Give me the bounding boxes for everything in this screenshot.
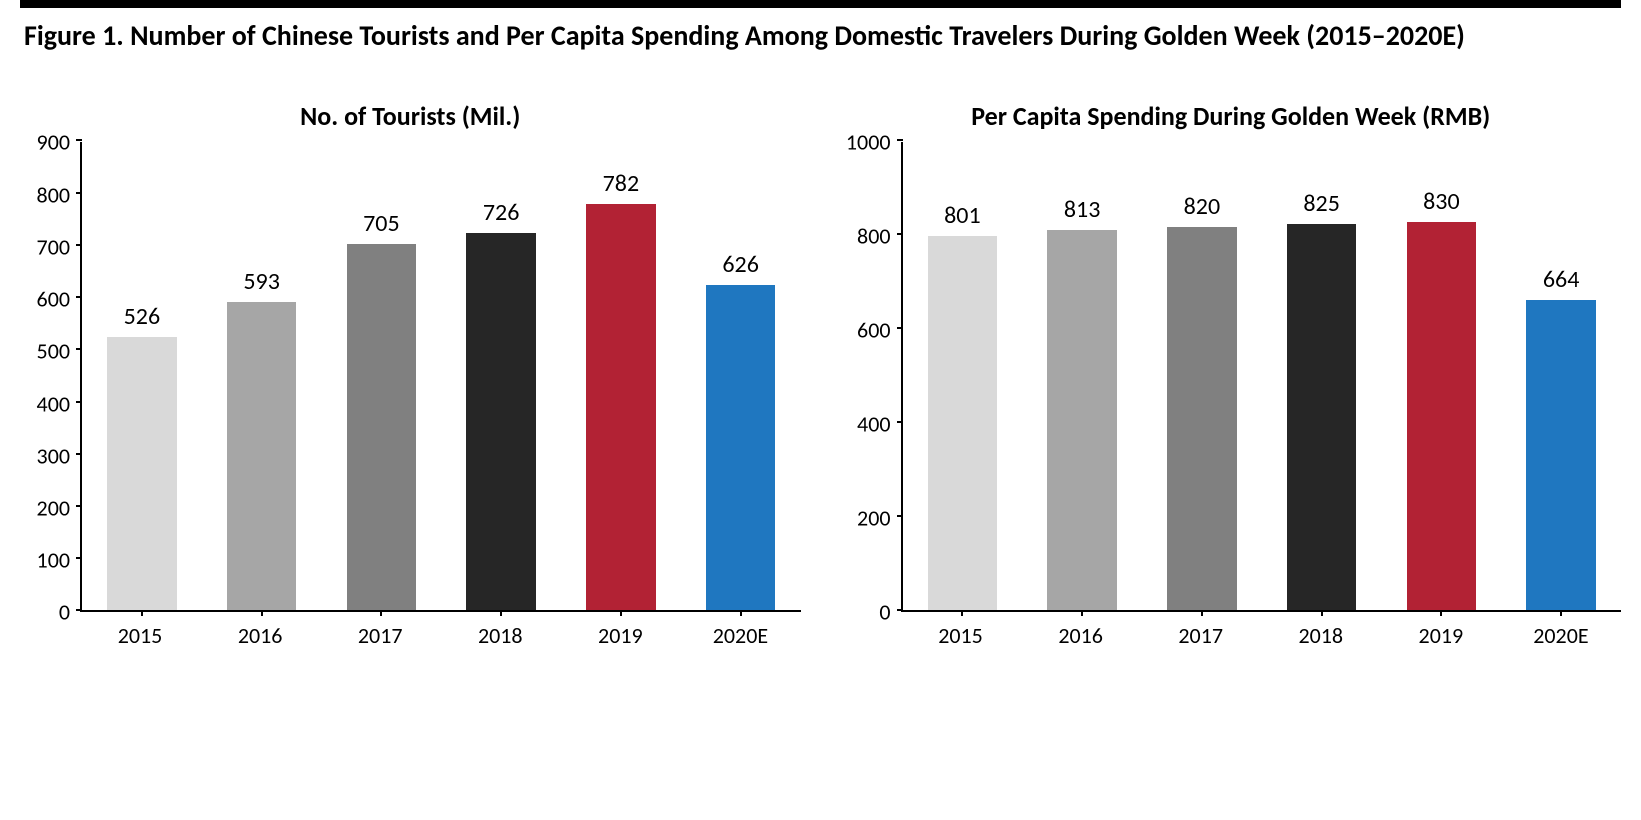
x-tick-mark xyxy=(1321,610,1323,616)
bar-slot: 593 xyxy=(202,142,322,610)
x-tick-marks-tourists xyxy=(82,610,801,616)
x-axis-spending: 201520162017201820192020E xyxy=(901,612,1622,649)
x-axis-label: 2018 xyxy=(440,622,560,649)
bar-value-label: 801 xyxy=(944,201,981,236)
bar: 830 xyxy=(1407,222,1476,610)
bar-value-label: 782 xyxy=(603,169,640,204)
y-tick-label: 600 xyxy=(37,286,70,313)
y-tick-label: 100 xyxy=(37,547,70,574)
bar-slot: 801 xyxy=(903,142,1023,610)
bar-value-label: 626 xyxy=(722,250,759,285)
x-tick-mark xyxy=(500,610,502,616)
bar-slot: 782 xyxy=(561,142,681,610)
bars-tourists: 526 593 705 726 782 626 xyxy=(82,142,801,610)
x-axis-label: 2020E xyxy=(1501,622,1621,649)
x-axis-label: 2020E xyxy=(680,622,800,649)
bar-slot: 705 xyxy=(322,142,442,610)
bar-value-label: 726 xyxy=(483,198,520,233)
y-axis-tourists: 9008007006005004003002001000 xyxy=(20,142,80,612)
bar: 726 xyxy=(466,233,535,611)
bar-slot: 813 xyxy=(1022,142,1142,610)
bar-value-label: 830 xyxy=(1423,187,1460,222)
bar-value-label: 593 xyxy=(243,267,280,302)
y-tick-label: 200 xyxy=(37,494,70,521)
chart-body-spending: 10008006004002000 801813820825830664 201… xyxy=(841,142,1622,649)
y-tick-mark xyxy=(897,139,903,141)
y-tick-label: 0 xyxy=(879,599,890,626)
x-axis-label: 2016 xyxy=(1021,622,1141,649)
x-axis-label: 2019 xyxy=(560,622,680,649)
x-axis-label: 2015 xyxy=(901,622,1021,649)
x-tick-mark xyxy=(620,610,622,616)
x-tick-mark xyxy=(261,610,263,616)
chart-body-tourists: 9008007006005004003002001000 52659370572… xyxy=(20,142,801,649)
y-tick-label: 400 xyxy=(37,390,70,417)
y-tick-label: 900 xyxy=(37,129,70,156)
y-tick-label: 600 xyxy=(857,317,890,344)
y-tick-label: 800 xyxy=(857,223,890,250)
bar: 626 xyxy=(706,285,775,611)
x-axis-label: 2017 xyxy=(1141,622,1261,649)
x-tick-mark xyxy=(1081,610,1083,616)
x-axis-label: 2017 xyxy=(320,622,440,649)
bar-slot: 726 xyxy=(441,142,561,610)
x-axis-label: 2015 xyxy=(80,622,200,649)
y-tick-label: 500 xyxy=(37,338,70,365)
bar-slot: 664 xyxy=(1501,142,1621,610)
bar-value-label: 705 xyxy=(363,209,400,244)
chart-panel-spending: Per Capita Spending During Golden Week (… xyxy=(841,74,1622,649)
figure-title: Figure 1. Number of Chinese Tourists and… xyxy=(0,8,1641,74)
bar: 593 xyxy=(227,302,296,610)
bar: 782 xyxy=(586,204,655,611)
x-tick-mark xyxy=(961,610,963,616)
bar: 820 xyxy=(1167,227,1236,611)
bar-value-label: 820 xyxy=(1184,192,1221,227)
bar-slot: 626 xyxy=(681,142,801,610)
y-tick-label: 300 xyxy=(37,442,70,469)
y-tick-mark xyxy=(76,139,82,141)
x-tick-mark xyxy=(1560,610,1562,616)
x-tick-mark xyxy=(1201,610,1203,616)
x-tick-mark xyxy=(380,610,382,616)
bar: 664 xyxy=(1526,300,1595,611)
bar-value-label: 664 xyxy=(1543,265,1580,300)
chart-title-spending: Per Capita Spending During Golden Week (… xyxy=(841,74,1622,142)
bar: 705 xyxy=(347,244,416,611)
x-axis-tourists: 201520162017201820192020E xyxy=(80,612,801,649)
bars-spending: 801 813 820 825 830 664 xyxy=(903,142,1622,610)
charts-row: No. of Tourists (Mil.) 900 800 700 600 500 40… xyxy=(0,74,1641,649)
x-axis-label: 2018 xyxy=(1261,622,1381,649)
bar-slot: 820 xyxy=(1142,142,1262,610)
x-axis-label: 2016 xyxy=(200,622,320,649)
x-axis-label: 2019 xyxy=(1381,622,1501,649)
plot-area-tourists: 526 593 705 726 782 626 xyxy=(80,142,801,612)
y-tick-label: 700 xyxy=(37,233,70,260)
x-tick-mark xyxy=(1440,610,1442,616)
y-tick-label: 1000 xyxy=(846,129,891,156)
bar-value-label: 825 xyxy=(1303,189,1340,224)
y-tick-label: 400 xyxy=(857,411,890,438)
x-tick-marks-spending xyxy=(903,610,1622,616)
bar-value-label: 526 xyxy=(124,302,161,337)
y-axis-spending: 10008006004002000 xyxy=(841,142,901,612)
bar: 825 xyxy=(1287,224,1356,610)
chart-panel-tourists: No. of Tourists (Mil.) 900 800 700 600 500 40… xyxy=(20,74,801,649)
bar: 801 xyxy=(928,236,997,611)
plot-area-spending: 801 813 820 825 830 664 xyxy=(901,142,1622,612)
y-tick-label: 0 xyxy=(59,599,70,626)
figure-top-rule xyxy=(20,0,1621,8)
bar-slot: 825 xyxy=(1262,142,1382,610)
bar: 526 xyxy=(107,337,176,611)
y-tick-label: 200 xyxy=(857,505,890,532)
bar-slot: 830 xyxy=(1382,142,1502,610)
y-tick-label: 800 xyxy=(37,181,70,208)
chart-title-tourists: No. of Tourists (Mil.) xyxy=(20,74,801,142)
bar-slot: 526 xyxy=(82,142,202,610)
bar-value-label: 813 xyxy=(1064,195,1101,230)
bar: 813 xyxy=(1047,230,1116,610)
x-tick-mark xyxy=(740,610,742,616)
x-tick-mark xyxy=(141,610,143,616)
